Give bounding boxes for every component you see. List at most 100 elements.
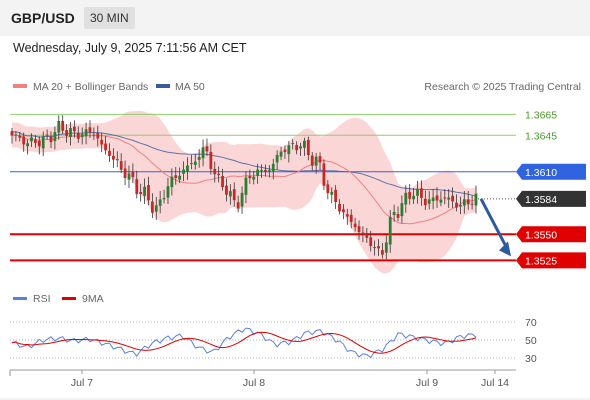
candle-42: [174, 166, 178, 185]
candle-115: [459, 196, 462, 215]
candle-body-4: [26, 143, 29, 147]
candle-17: [76, 126, 80, 143]
candle-body-101: [404, 192, 408, 205]
candle-96: [384, 235, 388, 260]
candle-52: [213, 161, 217, 183]
candle-46: [189, 155, 193, 170]
candle-18: [80, 127, 84, 145]
candle-25: [108, 143, 111, 163]
candle-body-49: [201, 147, 205, 159]
candle-body-25: [108, 150, 111, 156]
candle-body-105: [420, 188, 423, 198]
candle-body-8: [41, 136, 45, 149]
candle-48: [197, 149, 201, 168]
candle-body-107: [427, 199, 431, 204]
candle-65: [264, 164, 267, 177]
candle-body-88: [353, 223, 357, 228]
candle-116: [462, 190, 466, 214]
candle-45: [186, 157, 189, 180]
rsi-level-label-30: 30: [525, 353, 537, 365]
candle-26: [111, 148, 115, 168]
candles: [10, 115, 478, 260]
candle-body-83: [334, 189, 338, 202]
candle-body-65: [264, 169, 267, 172]
candle-body-35: [147, 185, 150, 201]
level-tag-4: [516, 226, 586, 243]
candle-body-9: [45, 134, 49, 136]
candle-99: [396, 206, 400, 222]
candle-body-66: [267, 170, 271, 172]
candle-114: [455, 194, 458, 212]
candle-body-5: [30, 137, 33, 142]
time-label-1: Jul 8: [243, 377, 265, 389]
candle-body-23: [100, 139, 104, 145]
candle-91: [365, 228, 369, 243]
rsi-legend-label: RSI: [33, 293, 51, 305]
candle-body-52: [213, 168, 217, 175]
bollinger-band-area: [12, 110, 476, 274]
candle-body-6: [33, 139, 37, 143]
candle-body-10: [49, 136, 53, 143]
level-tag-2: [516, 163, 586, 180]
candle-3: [22, 132, 26, 152]
candle-36: [150, 193, 154, 219]
candle-body-77: [310, 155, 314, 166]
candle-33: [139, 183, 143, 202]
candle-105: [420, 180, 423, 206]
candle-body-109: [435, 195, 439, 201]
candle-body-16: [72, 126, 76, 132]
time-label-3: Jul 14: [481, 377, 509, 389]
candle-78: [314, 153, 318, 174]
timeframe-badge[interactable]: 30 MIN: [84, 7, 135, 29]
candle-body-0: [10, 131, 14, 136]
candle-79: [318, 152, 322, 171]
candle-77: [310, 152, 314, 171]
candle-53: [217, 166, 221, 183]
candle-body-32: [135, 179, 139, 195]
candle-body-39: [162, 198, 166, 200]
candle-28: [119, 153, 123, 174]
candle-body-24: [104, 143, 107, 151]
candle-body-118: [470, 203, 474, 205]
candle-92: [369, 230, 373, 252]
candle-body-115: [459, 205, 462, 207]
candle-body-18: [80, 134, 84, 137]
candle-body-58: [236, 202, 240, 209]
candle-body-20: [88, 127, 92, 133]
candle-19: [84, 122, 88, 145]
candle-body-76: [306, 139, 310, 156]
candle-85: [342, 204, 345, 220]
candle-body-92: [369, 237, 373, 247]
candle-body-59: [240, 192, 244, 207]
candle-94: [377, 239, 380, 256]
candle-47: [193, 153, 197, 170]
candle-101: [404, 185, 408, 213]
candle-44: [182, 161, 185, 182]
candle-body-104: [416, 188, 419, 196]
candle-2: [18, 132, 22, 142]
level-label-5: 1.3525: [525, 255, 557, 267]
candle-body-29: [123, 168, 127, 178]
forecast-arrow-head: [499, 241, 511, 257]
candle-10: [49, 131, 53, 149]
candle-8: [41, 131, 45, 157]
candle-body-31: [131, 171, 135, 178]
candle-87: [349, 209, 353, 229]
candle-body-85: [342, 209, 345, 213]
candle-body-113: [451, 195, 455, 202]
candle-body-13: [61, 120, 65, 131]
candle-49: [201, 139, 205, 167]
candle-body-95: [381, 250, 384, 255]
candle-body-79: [318, 156, 322, 163]
candle-109: [435, 187, 439, 208]
candle-body-12: [57, 120, 61, 133]
candle-16: [72, 120, 76, 138]
candle-23: [100, 132, 104, 153]
candle-body-27: [115, 159, 119, 161]
candle-90: [361, 226, 365, 243]
candle-body-61: [248, 175, 252, 179]
candle-76: [306, 136, 310, 161]
candle-40: [166, 177, 170, 205]
candle-41: [170, 168, 174, 196]
